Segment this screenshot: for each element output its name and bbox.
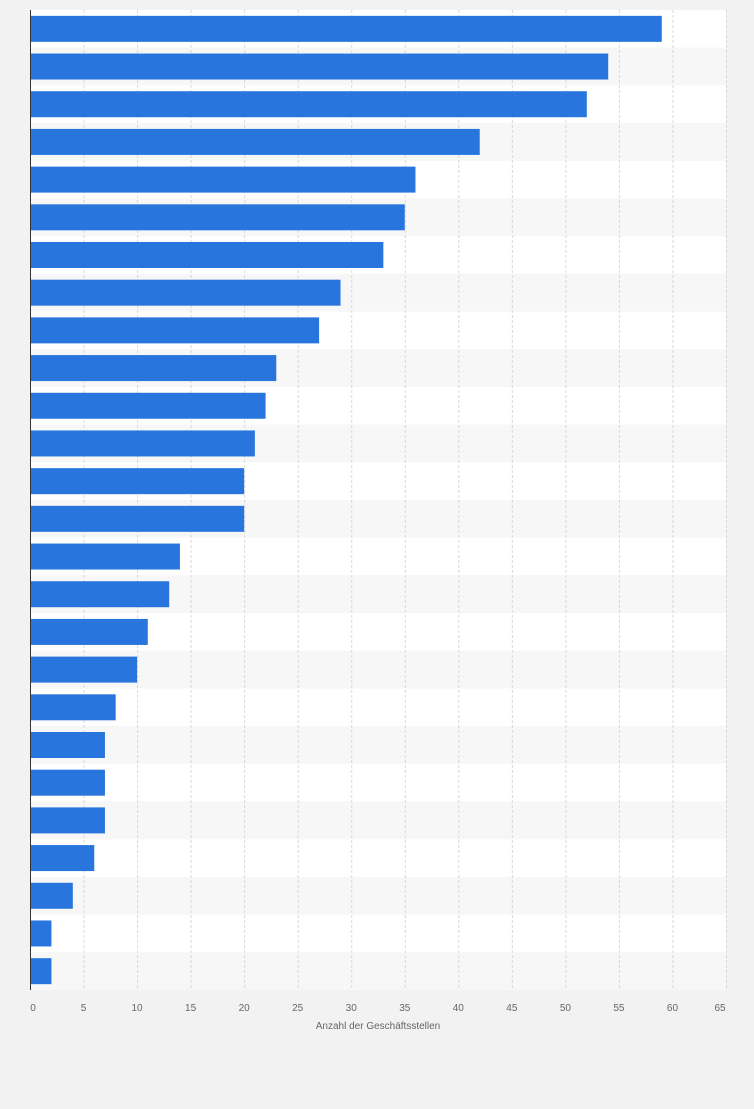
row-band [30,914,726,953]
x-tick-label: 60 [667,1003,679,1014]
x-tick-label: 30 [346,1003,358,1014]
bar[interactable] [30,128,480,155]
row-band [30,726,726,764]
row-band [30,839,726,877]
bar[interactable] [30,694,116,721]
bar[interactable] [30,543,180,570]
x-tick-label: 25 [292,1003,304,1014]
bar[interactable] [30,958,52,985]
x-axis-title: Anzahl der Geschäftsstellen [316,1021,441,1032]
bars-group [30,15,662,985]
grid-lines [83,10,727,990]
bar[interactable] [30,505,245,532]
bar[interactable] [30,279,341,306]
bar[interactable] [30,769,105,796]
bar[interactable] [30,920,52,947]
bar[interactable] [30,430,255,457]
bar[interactable] [30,468,245,495]
x-tick-label: 40 [453,1003,465,1014]
x-tick-label: 55 [613,1003,625,1014]
row-band [30,801,726,840]
x-tick-label: 5 [81,1003,87,1014]
row-band [30,876,726,915]
bar[interactable] [30,618,148,645]
row-band [30,688,726,727]
bar[interactable] [30,204,405,231]
bar[interactable] [30,581,170,608]
bar[interactable] [30,732,105,758]
bar[interactable] [30,15,662,42]
x-tick-label: 20 [239,1003,251,1014]
bar[interactable] [30,53,609,80]
bar[interactable] [30,807,105,834]
x-axis-ticks: 0 5 10 15 20 25 30 35 40 45 50 55 60 65 [30,1003,726,1014]
x-tick-label: 15 [185,1003,197,1014]
bar[interactable] [30,656,138,683]
x-tick-label: 65 [714,1003,726,1014]
bar[interactable] [30,242,384,268]
bar[interactable] [30,355,277,382]
x-tick-label: 10 [132,1003,144,1014]
row-band [30,952,726,990]
bar[interactable] [30,882,73,909]
row-band [30,763,726,802]
bar[interactable] [30,392,266,419]
bar[interactable] [30,91,587,118]
x-tick-label: 0 [30,1003,36,1014]
x-tick-label: 45 [506,1003,518,1014]
x-tick-label: 35 [399,1003,411,1014]
bar[interactable] [30,845,95,872]
row-band [30,650,726,689]
row-bands [30,10,726,990]
x-tick-label: 50 [560,1003,572,1014]
bar[interactable] [30,317,320,344]
bar[interactable] [30,166,416,193]
